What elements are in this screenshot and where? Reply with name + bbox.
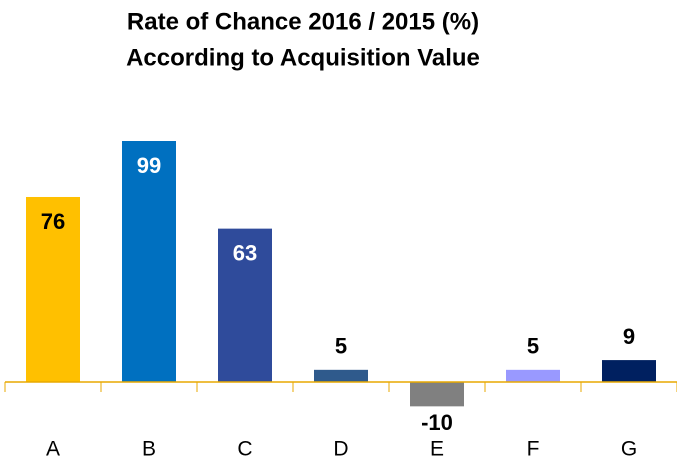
x-tick-label: F: [527, 438, 540, 461]
bar: [26, 196, 80, 382]
x-tick-label: D: [333, 438, 348, 461]
bar: [122, 141, 176, 382]
bar: [602, 360, 656, 382]
x-tick-label: C: [237, 438, 252, 461]
value-label: -10: [421, 410, 453, 435]
x-tick-label: G: [621, 438, 637, 461]
value-label: 99: [137, 153, 161, 178]
value-label: 5: [335, 334, 347, 359]
chart-title: Rate of Chance 2016 / 2015 (%): [127, 8, 479, 35]
chart-title: According to Acquisition Value: [126, 44, 480, 71]
bar: [410, 382, 464, 407]
bar: [314, 369, 368, 382]
x-tick-label: B: [142, 438, 156, 461]
value-label: 76: [41, 209, 65, 234]
value-label: 9: [623, 324, 635, 349]
x-tick-label: E: [430, 438, 444, 461]
value-label: 63: [233, 240, 257, 265]
x-tick-label: A: [46, 438, 60, 461]
bar: [218, 228, 272, 382]
bar: [506, 369, 560, 382]
value-label: 5: [527, 334, 539, 359]
